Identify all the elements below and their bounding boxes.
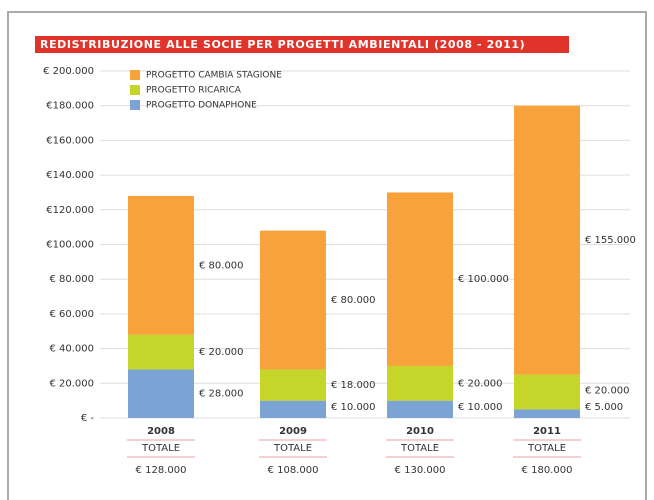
y-tick-label: € 20.000	[49, 378, 94, 389]
bar-segment	[387, 365, 453, 401]
value-label: € 10.000	[331, 402, 376, 413]
bar-segment	[387, 400, 453, 418]
bar-segment	[260, 400, 326, 418]
value-label: € 10.000	[458, 402, 503, 413]
bar-segment	[514, 105, 580, 375]
total-label: TOTALE	[527, 443, 566, 454]
bar-segment	[260, 230, 326, 370]
legend-label: PROGETTO CAMBIA STAGIONE	[146, 71, 282, 81]
value-label: € 5.000	[585, 402, 623, 413]
value-label: € 28.000	[199, 389, 244, 400]
value-label: € 100.000	[458, 274, 509, 285]
x-tick-label: 2008	[147, 426, 175, 437]
y-tick-label: € 60.000	[49, 309, 94, 320]
value-label: € 155.000	[585, 235, 636, 246]
total-value: € 108.000	[268, 465, 319, 476]
value-label: € 18.000	[331, 380, 376, 391]
value-label: € 20.000	[585, 386, 630, 397]
bar-segment	[387, 192, 453, 366]
bar-segment	[128, 369, 194, 418]
y-tick-label: € 80.000	[49, 274, 94, 285]
total-label: TOTALE	[273, 443, 312, 454]
y-tick-label: € -	[81, 413, 95, 424]
total-value: € 128.000	[136, 465, 187, 476]
legend-swatch	[130, 85, 140, 95]
y-tick-label: €140.000	[46, 170, 94, 181]
y-tick-label: € 40.000	[49, 344, 94, 355]
y-tick-label: €120.000	[46, 205, 94, 216]
legend-label: PROGETTO DONAPHONE	[146, 101, 257, 111]
x-tick-label: 2009	[279, 426, 307, 437]
legend-label: PROGETTO RICARICA	[146, 86, 242, 96]
chart-title: REDISTRIBUZIONE ALLE SOCIE PER PROGETTI …	[40, 38, 525, 51]
title-background	[35, 36, 569, 53]
y-tick-label: € 200.000	[43, 66, 94, 77]
value-label: € 20.000	[199, 347, 244, 358]
bar-segment	[514, 374, 580, 410]
bar-segment	[128, 334, 194, 370]
legend-swatch	[130, 100, 140, 110]
value-label: € 80.000	[199, 260, 244, 271]
total-label: TOTALE	[141, 443, 180, 454]
x-tick-label: 2010	[406, 426, 434, 437]
legend-swatch	[130, 70, 140, 80]
total-value: € 180.000	[522, 465, 573, 476]
y-tick-label: €180.000	[46, 101, 94, 112]
value-label: € 20.000	[458, 378, 503, 389]
x-tick-label: 2011	[533, 426, 561, 437]
bar-segment	[128, 195, 194, 335]
total-value: € 130.000	[395, 465, 446, 476]
y-tick-label: €100.000	[46, 240, 94, 251]
y-tick-label: €160.000	[46, 135, 94, 146]
bar-segment	[514, 409, 580, 418]
bar-segment	[260, 369, 326, 401]
total-label: TOTALE	[400, 443, 439, 454]
value-label: € 80.000	[331, 295, 376, 306]
